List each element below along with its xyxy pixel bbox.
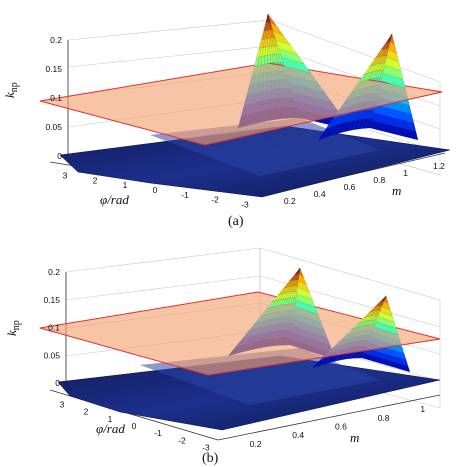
panel-a-surface-patch <box>388 33 393 42</box>
panel-b-surface-patch <box>298 267 301 274</box>
panel-a-caption: (a) <box>228 214 244 229</box>
panel-b-y-tick: 0.2 <box>250 439 262 449</box>
panel-b-surface-patch <box>382 295 387 301</box>
panel-b-z-tick: 0.05 <box>43 350 60 360</box>
panel-b-x-tick: -1 <box>154 428 162 438</box>
panel-a-surface-patch <box>267 13 270 23</box>
panel-b-x-tick: 0 <box>132 421 137 431</box>
panel-b-zlabel: knp <box>4 320 22 336</box>
panel-a-x-tick: 1 <box>123 180 128 190</box>
panel-a-z-tick: 0.15 <box>45 64 62 74</box>
panel-b-y-tick: 0.8 <box>378 413 390 423</box>
panel-b-x-tick: 2 <box>84 407 89 417</box>
panel-a-z-tick: 0 <box>57 151 62 161</box>
panel-a-x-tick: -2 <box>211 195 219 205</box>
panel-a-zlabel: knp <box>2 82 20 98</box>
panel-a-surface-patch <box>267 13 271 22</box>
panel-a: 0 0.05 0.1 0.15 0.2 3 2 1 0 -1 -2 -3 0.2 0.4 0.6 0.8 1 1.… <box>2 13 451 229</box>
panel-a-ylabel: m <box>392 183 401 198</box>
panel-b-ylabel: m <box>350 430 359 445</box>
panel-a-surface-patch <box>264 54 268 65</box>
panel-a-surface-patch <box>267 13 277 26</box>
panel-a-xlabel: φ/rad <box>100 192 129 207</box>
panel-a-y-tick: 0.6 <box>344 182 356 192</box>
panel-b-x-tick: -2 <box>178 435 186 445</box>
panel-a-surface-patch <box>264 46 268 56</box>
panel-b-z-tick: 0.15 <box>43 295 60 305</box>
panel-b-xlabel: φ/rad <box>96 421 125 436</box>
panel-b-x-tick: 1 <box>108 414 113 424</box>
panel-b-x-tick: 3 <box>60 400 65 410</box>
panel-a-y-tick: 0.2 <box>284 196 296 206</box>
panel-a-x-tick: -1 <box>181 190 189 200</box>
panel-b-z-tick: 0.2 <box>48 267 60 277</box>
panel-a-surface-patch <box>389 33 393 42</box>
panel-a-x-tick: 0 <box>153 185 158 195</box>
panel-a-x-tick: 3 <box>63 170 68 180</box>
panel-b-x-tick: -3 <box>202 442 210 452</box>
panel-b-surface-patch <box>299 267 305 278</box>
panel-a-surface-patch <box>389 33 393 42</box>
panel-a-x-tick: -3 <box>241 200 249 210</box>
panel-b-threshold-plane <box>39 291 441 376</box>
panel-a-y-tick: 0.4 <box>314 189 326 199</box>
panel-a-y-tick: 0.8 <box>373 175 385 185</box>
panel-b-surface-patch <box>383 295 389 305</box>
panel-b-y-tick: 1 <box>420 404 425 414</box>
panel-a-z-tick: 0.05 <box>45 122 62 132</box>
panel-b-y-tick: 0.6 <box>335 422 347 432</box>
panel-b-caption: (b) <box>202 451 219 466</box>
panel-a-x-tick: 2 <box>93 175 98 185</box>
panel-a-y-tick: 1.2 <box>433 161 445 171</box>
panel-b-surface-patch <box>381 295 387 302</box>
panel-b-surface-patch <box>294 267 301 275</box>
panel-b-y-tick: 0.4 <box>292 430 304 440</box>
panel-b-surface-patch <box>295 267 301 275</box>
panel-a-z-tick: 0.2 <box>50 35 62 45</box>
panel-a-threshold-plane <box>39 62 443 146</box>
panel-b: 0 0.05 0.1 0.15 0.2 3 2 1 0 -1 -2 -3 0.2 0.4 0.6 0.8 1 k… <box>4 247 441 466</box>
panel-b-z-tick: 0.1 <box>48 323 60 333</box>
panel-b-z-tick: 0 <box>55 378 60 388</box>
panel-a-surface-patch <box>390 33 395 46</box>
panel-b-surface-patch <box>297 267 301 275</box>
panel-a-y-tick: 1 <box>403 168 408 178</box>
panel-a-z-tick: 0.1 <box>50 93 62 103</box>
